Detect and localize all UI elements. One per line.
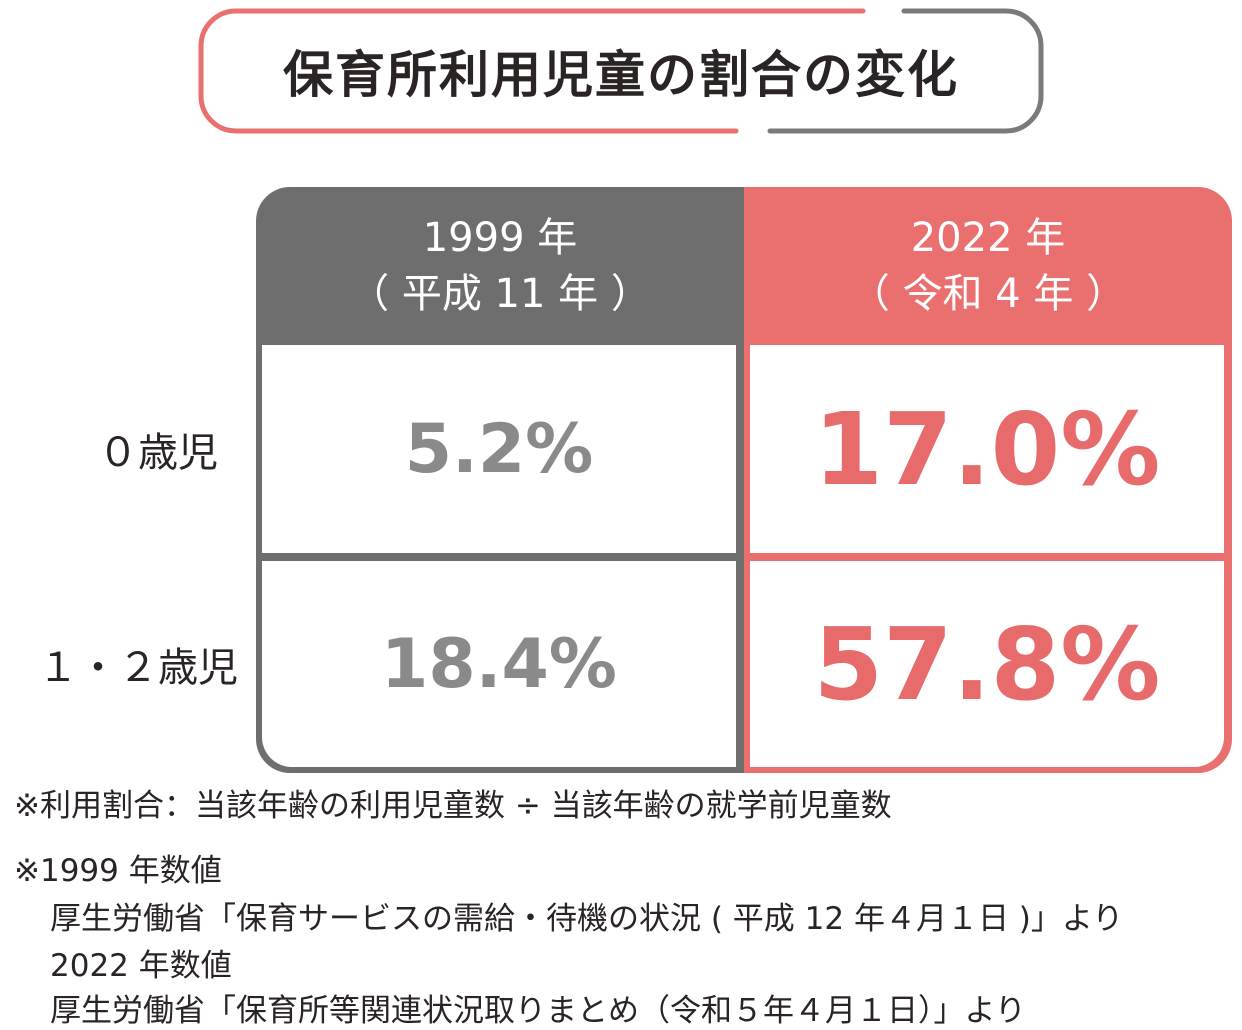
note-1999-source: 厚生労働省「保育サービスの需給・待機の状況 ( 平成 12 年４月１日 )」より bbox=[50, 901, 1124, 937]
value-cell-2022-age-0: 17.0% bbox=[750, 345, 1224, 553]
note-definition: ※利用割合：当該年齢の利用児童数 ÷ 当該年齢の就学前児童数 bbox=[14, 788, 892, 824]
value-cell-1999-age-0: 5.2% bbox=[262, 345, 736, 553]
column-era-2022: （ 令和 4 年 ） bbox=[849, 270, 1127, 317]
note-1999-heading: ※1999 年数値 bbox=[14, 853, 222, 889]
value-1999-age-1-2: 18.4% bbox=[381, 624, 617, 704]
column-year-1999: 1999 年 bbox=[422, 214, 578, 261]
value-2022-age-1-2: 57.8% bbox=[813, 605, 1161, 723]
column-header-2022: 2022 年 （ 令和 4 年 ） bbox=[744, 187, 1232, 344]
column-header-1999: 1999 年 （ 平成 11 年 ） bbox=[256, 187, 744, 344]
title-frame: 保育所利用児童の割合の変化 bbox=[198, 8, 1044, 134]
column-year-2022: 2022 年 bbox=[910, 214, 1066, 261]
row-label-age-1-2: １・２歳児 bbox=[38, 645, 238, 691]
value-2022-age-0: 17.0% bbox=[813, 390, 1161, 508]
note-2022-heading: 2022 年数値 bbox=[50, 948, 232, 984]
row-label-age-0: ０歳児 bbox=[98, 430, 218, 476]
value-cell-1999-age-1-2: 18.4% bbox=[262, 561, 736, 767]
note-2022-source: 厚生労働省「保育所等関連状況取りまとめ（令和５年４月１日）」より bbox=[50, 993, 1026, 1029]
page-title: 保育所利用児童の割合の変化 bbox=[283, 46, 959, 104]
title-border bbox=[198, 8, 1044, 134]
value-cell-2022-age-1-2: 57.8% bbox=[750, 561, 1224, 767]
value-1999-age-0: 5.2% bbox=[404, 409, 594, 489]
column-era-1999: （ 平成 11 年 ） bbox=[349, 270, 651, 317]
